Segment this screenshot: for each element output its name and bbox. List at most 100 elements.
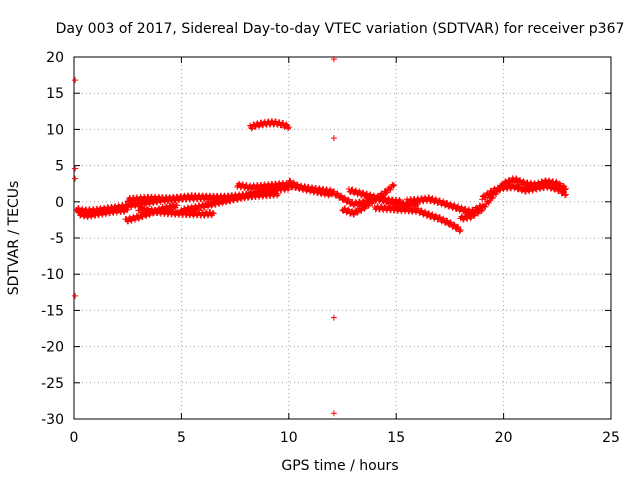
data-point	[383, 189, 390, 196]
data-point	[106, 210, 113, 217]
outlier-point	[72, 165, 79, 172]
outlier-point	[330, 56, 337, 63]
data-point	[337, 192, 344, 199]
data-point	[479, 207, 486, 214]
data-point	[272, 118, 279, 125]
data-point	[432, 212, 439, 219]
data-point	[529, 187, 536, 194]
data-point	[148, 206, 155, 213]
data-point	[455, 223, 462, 230]
y-axis: 20 15 10 5 0 -5 -10 -15 -20 -25 -30	[41, 50, 611, 428]
data-point	[294, 181, 301, 188]
y-tick-label: 5	[55, 159, 64, 175]
data-point	[482, 203, 489, 210]
x-tick-label: 5	[177, 430, 186, 446]
data-point	[266, 184, 273, 191]
data-point	[370, 192, 377, 199]
data-point	[390, 182, 397, 189]
outlier-point	[72, 77, 79, 84]
data-point	[235, 180, 242, 187]
data-point	[478, 208, 485, 215]
data-point	[102, 211, 109, 218]
data-point	[560, 188, 567, 195]
data-point	[385, 195, 392, 202]
data-point	[162, 207, 169, 214]
data-point	[562, 192, 569, 199]
data-point	[425, 210, 432, 217]
y-tick-label: -25	[41, 376, 64, 392]
data-point	[79, 210, 86, 217]
data-point	[124, 206, 131, 213]
data-point	[387, 186, 394, 193]
data-point	[301, 183, 308, 190]
data-point	[443, 217, 450, 224]
data-point	[208, 202, 215, 209]
x-tick-label: 10	[280, 430, 298, 446]
outlier-point	[72, 292, 79, 299]
data-point	[132, 203, 139, 210]
data-point	[252, 193, 259, 200]
y-tick-label: 0	[55, 195, 64, 211]
data-point	[560, 182, 567, 189]
data-point	[354, 209, 361, 216]
y-axis-label: SDTVAR / TECUs	[6, 181, 22, 296]
x-tick-label: 0	[70, 430, 79, 446]
data-point	[512, 175, 519, 182]
y-tick-label: 15	[46, 86, 64, 102]
data-point	[264, 189, 271, 196]
data-point	[467, 215, 474, 222]
data-point	[252, 185, 259, 192]
data-point	[512, 182, 519, 189]
data-point	[327, 186, 334, 193]
data-point	[458, 204, 465, 211]
data-point	[358, 207, 365, 214]
x-tick-label: 15	[387, 430, 405, 446]
data-point	[360, 190, 367, 197]
x-axis-label: GPS time / hours	[281, 458, 398, 474]
y-tick-label: -10	[41, 267, 64, 283]
data-point	[482, 194, 489, 201]
data-point	[489, 194, 496, 201]
data-point	[456, 228, 463, 235]
outlier-point	[330, 410, 337, 417]
data-point	[223, 199, 230, 206]
outlier-point	[330, 135, 337, 142]
y-tick-label: -15	[41, 303, 64, 319]
data-point	[425, 194, 432, 201]
data-point	[460, 216, 467, 223]
data-point	[520, 178, 527, 185]
data-point	[135, 215, 142, 222]
data-point	[174, 202, 181, 209]
data-point	[179, 208, 186, 215]
data-marks	[72, 56, 569, 417]
outlier-point	[72, 175, 79, 182]
data-point	[276, 119, 283, 126]
data-point	[171, 197, 178, 204]
chart-title: Day 003 of 2017, Sidereal Day-to-day VTE…	[56, 21, 625, 37]
data-point	[354, 202, 361, 209]
data-point	[397, 198, 404, 205]
data-point	[209, 209, 216, 216]
data-point	[391, 182, 398, 189]
data-point	[88, 213, 95, 220]
data-point	[210, 210, 217, 217]
y-tick-label: -30	[41, 412, 64, 428]
data-point	[562, 191, 569, 198]
x-tick-label: 25	[602, 430, 620, 446]
data-point	[522, 188, 529, 195]
y-tick-label: -5	[50, 231, 64, 247]
outlier-point	[330, 314, 337, 321]
data-point	[237, 195, 244, 202]
data-point	[345, 196, 352, 203]
data-point	[385, 203, 392, 210]
data-point	[457, 227, 464, 234]
data-point	[285, 124, 292, 131]
data-point	[451, 221, 458, 228]
data-point	[193, 206, 200, 213]
y-tick-label: 20	[46, 50, 64, 66]
y-tick-label: -20	[41, 340, 64, 356]
data-point	[75, 208, 82, 215]
data-point	[255, 123, 262, 130]
data-point	[239, 181, 246, 188]
